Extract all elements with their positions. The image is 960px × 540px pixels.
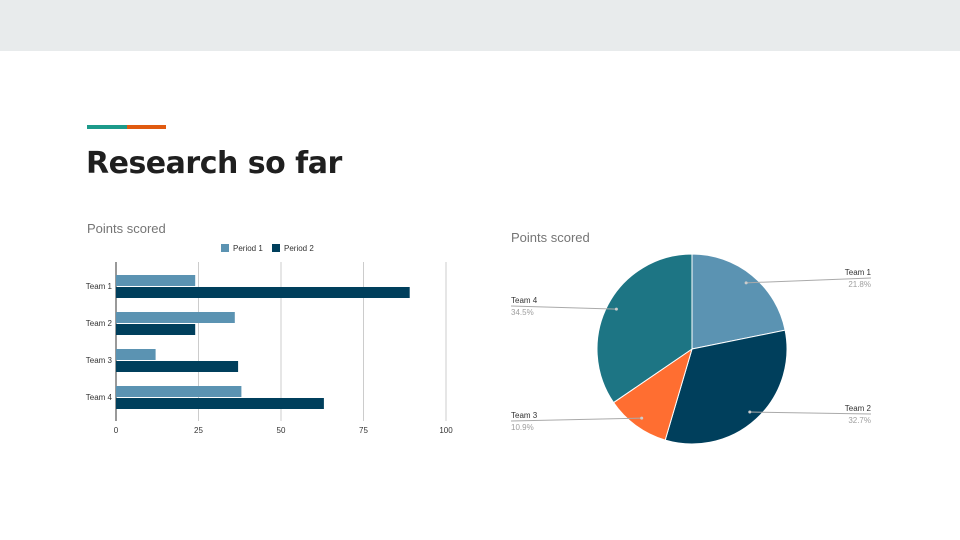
pie-leader-team-2 [749,411,872,415]
pie-slice-team-1 [691,253,786,350]
bar-team-4-period-1 [116,386,242,397]
y-tick-label: Team 1 [86,282,113,291]
bar-team-4-period-2 [116,398,324,409]
x-tick-label: 75 [359,426,368,435]
pie-leader-dot-team-1 [744,281,748,285]
legend-swatch-2 [272,244,280,252]
y-tick-label: Team 2 [86,319,113,328]
accent-line-orange [127,125,166,129]
y-tick-label: Team 3 [86,356,113,365]
pie-leader-dot-team-4 [614,307,618,311]
pie-leader-team-4 [510,305,617,310]
legend-swatch-1 [221,244,229,252]
top-band [0,0,960,51]
accent-line-teal [87,125,127,129]
pie-label-team-1: Team 1 [845,268,872,277]
pie-slice-team-2 [664,329,788,445]
pie-slice-team-4 [596,253,693,404]
x-tick-label: 100 [439,426,453,435]
pie-label-team-2: Team 2 [845,404,872,413]
pie-chart-title: Points scored [511,230,590,245]
bar-team-2-period-1 [116,312,235,323]
pie-label-team-3: Team 3 [511,411,538,420]
pie-slice-team-3 [612,347,693,441]
legend-label-1: Period 1 [233,244,263,253]
x-tick-label: 50 [277,426,286,435]
pie-pct-team-1: 21.8% [848,280,871,289]
bar-team-1-period-2 [116,287,410,298]
x-tick-label: 25 [194,426,203,435]
pie-pct-team-2: 32.7% [848,416,871,425]
pie-leader-team-1 [746,277,872,284]
slide-title: Research so far [86,146,342,181]
pie-pct-team-4: 34.5% [511,308,534,317]
pie-leader-team-3 [510,417,642,422]
bar-team-1-period-1 [116,275,196,286]
pie-label-team-4: Team 4 [511,296,538,305]
pie-pct-team-3: 10.9% [511,423,534,432]
pie-leader-dot-team-2 [748,410,752,414]
x-tick-label: 0 [114,426,119,435]
y-tick-label: Team 4 [86,393,113,402]
pie-leader-dot-team-3 [640,416,644,420]
legend-label-2: Period 2 [284,244,314,253]
bar-team-3-period-1 [116,349,156,360]
bar-team-3-period-2 [116,361,239,372]
bar-chart-title: Points scored [87,221,166,236]
bar-team-2-period-2 [116,324,196,335]
